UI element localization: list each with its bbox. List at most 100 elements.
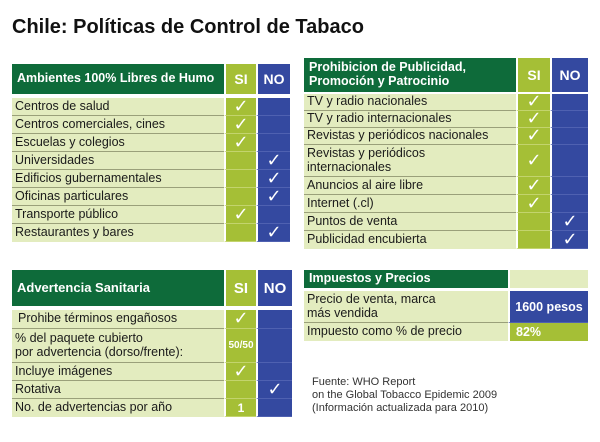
no-cell: ✓ (256, 185, 290, 207)
si-cell: ✓ (224, 360, 256, 382)
no-cell (550, 177, 588, 195)
si-cell: ✓ (516, 91, 550, 112)
si-cell: ✓ (224, 95, 256, 117)
si-cell: ✓ (516, 110, 550, 128)
publicidad-row-label: Puntos de venta (304, 213, 516, 231)
no-cell: ✓ (256, 149, 290, 171)
impuestos-row-label-line1: Precio de venta, marca (307, 292, 436, 306)
check-icon: ✓ (233, 308, 249, 329)
no-cell (550, 128, 588, 145)
check-icon: ✓ (526, 91, 542, 112)
ambientes-row-label: Oficinas particulares (12, 188, 224, 206)
impuestos-panel: Impuestos y Precios Precio de venta, mar… (304, 270, 588, 342)
check-icon: ✓ (233, 360, 249, 382)
si-cell: 1 (224, 399, 256, 417)
table-row: Anuncios al aire libre ✓ (304, 174, 588, 196)
check-icon: ✓ (266, 221, 282, 243)
ambientes-row-label: Universidades (12, 152, 224, 170)
check-icon: ✓ (267, 378, 283, 400)
ambientes-row-label: Centros de salud (12, 98, 224, 116)
tax-cell: 82% (508, 323, 588, 341)
impuestos-row-label: Precio de venta, marca más vendida (304, 291, 508, 323)
check-icon: ✓ (233, 95, 249, 117)
table-row: TV y radio internacionales ✓ (304, 110, 588, 128)
no-cell (256, 206, 290, 224)
advertencia-row-label: Rotativa (12, 381, 224, 399)
publicidad-row-label: Internet (.cl) (304, 195, 516, 213)
publicidad-row-label-line1: Revistas y periódicos (307, 146, 426, 160)
source-note: Fuente: WHO Report on the Global Tobacco… (312, 376, 497, 416)
table-row: Revistas y periódicos nacionales ✓ (304, 125, 588, 146)
publicidad-header-line1: Prohibicion de Publicidad, (309, 60, 466, 75)
si-cell: ✓ (224, 131, 256, 153)
si-cell (516, 231, 550, 249)
si-cell (224, 188, 256, 206)
advertencia-row-label: % del paquete cubierto por advertencia (… (12, 329, 224, 363)
si-cell: ✓ (516, 194, 550, 213)
table-row: Internet (.cl) ✓ (304, 194, 588, 213)
table-row: Edificios gubernamentales ✓ (12, 169, 290, 188)
source-line2: on the Global Tobacco Epidemic 2009 (312, 389, 498, 402)
page-title: Chile: Políticas de Control de Tabaco (12, 16, 364, 38)
publicidad-row-label: TV y radio nacionales (304, 94, 516, 111)
no-cell (256, 399, 292, 417)
table-row: Rotativa ✓ (12, 378, 292, 400)
si-cell: ✓ (224, 310, 256, 329)
no-cell: ✓ (256, 169, 290, 188)
advertencia-row-label: No. de advertencias por año (12, 399, 224, 417)
no-cell: ✓ (256, 378, 292, 400)
advertencia-header-label: Advertencia Sanitaria (12, 270, 224, 306)
no-cell (256, 134, 290, 152)
si-cell: ✓ (224, 115, 256, 134)
table-row: Puntos de venta ✓ (304, 212, 588, 231)
ambientes-header-si: SI (224, 64, 256, 94)
ambientes-header-label: Ambientes 100% Libres de Humo (12, 64, 224, 94)
impuestos-header-spacer (508, 270, 588, 288)
publicidad-header: Prohibicion de Publicidad, Promoción y P… (304, 58, 588, 92)
no-cell: ✓ (550, 228, 588, 250)
ambientes-panel: Ambientes 100% Libres de Humo SI NO Cent… (12, 64, 290, 244)
ambientes-row-label: Edificios gubernamentales (12, 170, 224, 188)
publicidad-header-no: NO (550, 58, 588, 92)
publicidad-header-si: SI (516, 58, 550, 92)
no-cell (256, 98, 290, 116)
check-icon: ✓ (562, 228, 578, 250)
publicidad-header-line2: Promoción y Patrocinio (309, 74, 450, 88)
warnings-count-value: 1 (237, 400, 245, 415)
publicidad-row-label: Revistas y periódicos internacionales (304, 145, 516, 177)
ambientes-header: Ambientes 100% Libres de Humo SI NO (12, 64, 290, 94)
impuestos-header-label: Impuestos y Precios (304, 270, 508, 288)
si-cell: ✓ (516, 174, 550, 196)
si-cell (516, 213, 550, 231)
publicidad-row-label-line2: internacionales (307, 159, 392, 174)
publicidad-row-label: Revistas y periódicos nacionales (304, 128, 516, 145)
price-value: 1600 pesos (515, 299, 583, 314)
check-icon: ✓ (526, 174, 542, 196)
table-row: Publicidad encubierta ✓ (304, 228, 588, 250)
advertencia-row-label: Incluye imágenes (12, 363, 224, 381)
advertencia-row-label: Prohibe términos engañosos (12, 310, 224, 329)
no-cell (550, 195, 588, 213)
check-icon: ✓ (266, 149, 282, 171)
si-cell: ✓ (516, 145, 550, 177)
no-cell: ✓ (256, 221, 290, 243)
no-cell (256, 363, 292, 381)
table-row: No. de advertencias por año 1 (12, 399, 292, 417)
publicidad-row-label: Anuncios al aire libre (304, 177, 516, 195)
price-cell: 1600 pesos (508, 291, 588, 323)
source-line1: Fuente: WHO Report (312, 376, 416, 388)
impuestos-row-label: Impuesto como % de precio (304, 323, 508, 341)
check-icon: ✓ (266, 185, 282, 207)
no-cell (550, 145, 588, 177)
impuestos-header: Impuestos y Precios (304, 270, 588, 288)
check-icon: ✓ (233, 131, 249, 153)
no-cell (256, 116, 290, 134)
impuestos-row-label-line2: más vendida (307, 305, 378, 320)
advertencia-row-label-line2: por advertencia (dorso/frente): (15, 344, 184, 359)
no-cell (550, 111, 588, 128)
check-icon: ✓ (526, 125, 542, 146)
source-line3: (Información actualizada para 2010) (312, 402, 489, 415)
coverage-value: 50/50 (228, 340, 254, 351)
check-icon: ✓ (233, 203, 249, 225)
table-row: Escuelas y colegios ✓ (12, 131, 290, 153)
